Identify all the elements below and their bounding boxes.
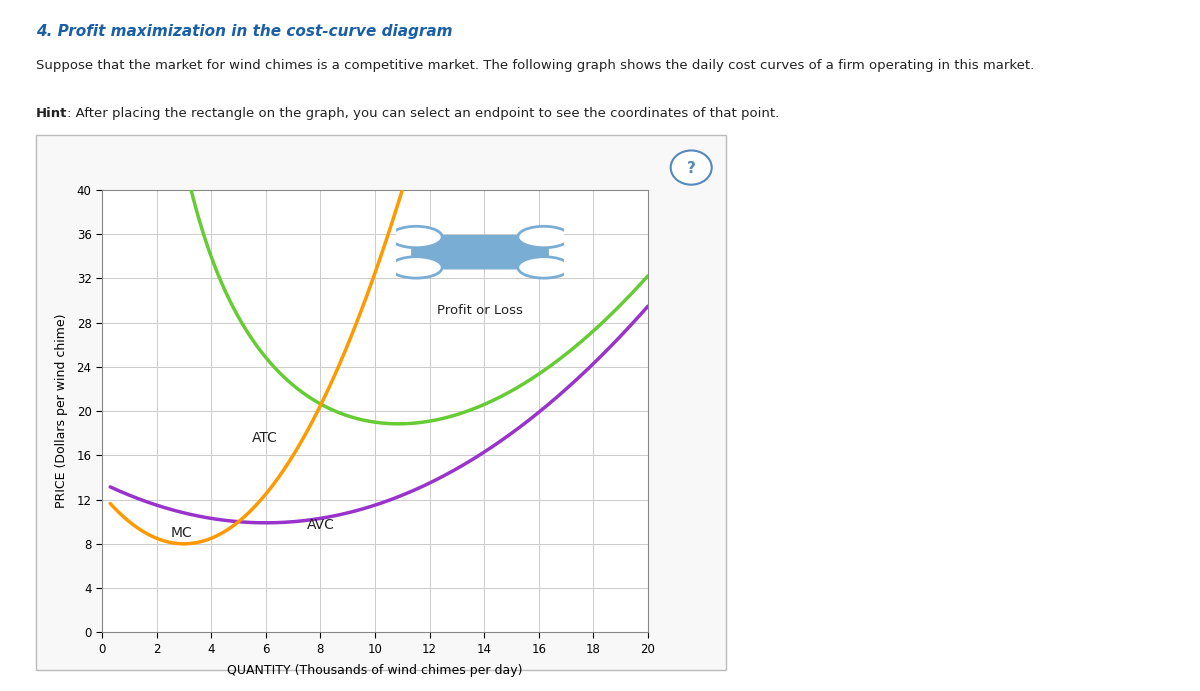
Text: Suppose that the market for wind chimes is a competitive market. The following g: Suppose that the market for wind chimes … [36,59,1034,72]
X-axis label: QUANTITY (Thousands of wind chimes per day): QUANTITY (Thousands of wind chimes per d… [227,664,523,677]
Circle shape [390,256,443,278]
Text: AVC: AVC [307,518,335,533]
Text: : After placing the rectangle on the graph, you can select an endpoint to see th: : After placing the rectangle on the gra… [67,107,780,120]
FancyBboxPatch shape [412,235,548,269]
Text: 4. Profit maximization in the cost-curve diagram: 4. Profit maximization in the cost-curve… [36,24,452,39]
Circle shape [390,227,443,247]
Circle shape [518,227,570,247]
Text: Hint: Hint [36,107,67,120]
Circle shape [518,256,570,278]
Circle shape [671,151,712,184]
Text: ?: ? [686,161,696,176]
Y-axis label: PRICE (Dollars per wind chime): PRICE (Dollars per wind chime) [55,314,68,509]
Text: Profit or Loss: Profit or Loss [437,304,523,317]
Text: MC: MC [170,526,192,540]
Text: ATC: ATC [252,431,278,445]
